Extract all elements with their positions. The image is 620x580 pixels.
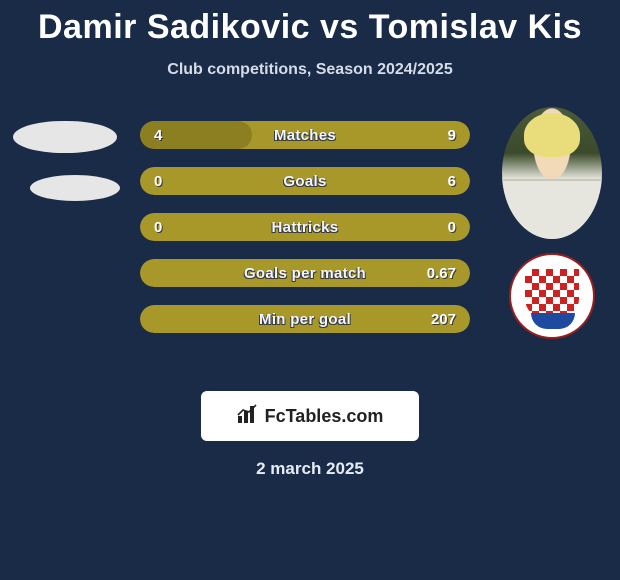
stat-label: Goals: [140, 167, 470, 195]
brand-box: FcTables.com: [201, 391, 419, 441]
stat-label: Hattricks: [140, 213, 470, 241]
stat-label: Goals per match: [140, 259, 470, 287]
date-text: 2 march 2025: [0, 459, 620, 479]
chart-bars-icon: [237, 404, 259, 429]
brand-text: FcTables.com: [265, 406, 384, 427]
player-left-club-placeholder: [30, 175, 120, 201]
stat-row: 0.67Goals per match: [140, 259, 470, 287]
stat-row: 00Hattricks: [140, 213, 470, 241]
page-subtitle: Club competitions, Season 2024/2025: [0, 61, 620, 79]
stat-label: Matches: [140, 121, 470, 149]
stat-bars: 49Matches 06Goals 00Hattricks 0.67Goals per…: [140, 121, 470, 333]
player-right-column: [492, 107, 612, 339]
player-left-column: [0, 107, 130, 201]
stat-row: 49Matches: [140, 121, 470, 149]
stat-row: 06Goals: [140, 167, 470, 195]
player-left-avatar-placeholder: [13, 121, 117, 153]
page-title: Damir Sadikovic vs Tomislav Kis: [0, 0, 620, 47]
comparison-panel: 49Matches 06Goals 00Hattricks 0.67Goals per…: [0, 107, 620, 367]
stat-label: Min per goal: [140, 305, 470, 333]
player-right-club-badge: [509, 253, 595, 339]
stat-row: 207Min per goal: [140, 305, 470, 333]
player-right-avatar: [502, 107, 602, 239]
